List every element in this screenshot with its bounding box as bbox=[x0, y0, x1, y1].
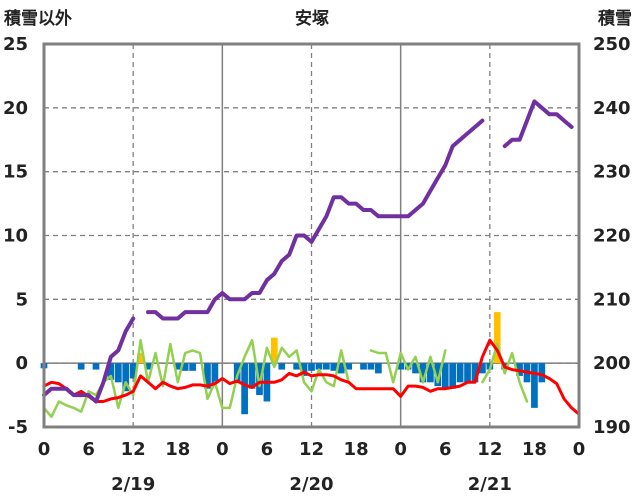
bar bbox=[114, 363, 122, 383]
left-axis-label: 積雪以外 bbox=[4, 8, 72, 29]
bar bbox=[204, 363, 211, 389]
left-tick-label: 20 bbox=[3, 98, 28, 119]
bar bbox=[345, 363, 352, 370]
date-label: 2/19 bbox=[111, 474, 155, 495]
x-tick-label: 18 bbox=[522, 439, 547, 460]
bar bbox=[278, 363, 286, 370]
bar bbox=[479, 363, 486, 374]
bar bbox=[397, 363, 405, 370]
right-tick-label: 230 bbox=[593, 162, 631, 183]
bar bbox=[271, 337, 278, 364]
snow-depth-line bbox=[146, 118, 485, 321]
bar bbox=[211, 363, 219, 384]
date-label: 2/21 bbox=[468, 474, 512, 495]
bar bbox=[330, 363, 338, 371]
bar bbox=[404, 363, 412, 370]
bar bbox=[471, 363, 479, 383]
right-tick-label: 190 bbox=[593, 417, 631, 438]
bar bbox=[427, 363, 434, 383]
x-tick-label: 12 bbox=[477, 439, 502, 460]
green-series-line bbox=[42, 338, 350, 419]
bar bbox=[174, 363, 182, 370]
left-tick-label: 10 bbox=[3, 226, 28, 247]
bar bbox=[308, 363, 315, 371]
left-tick-label: 15 bbox=[3, 162, 28, 183]
green-series-line bbox=[369, 349, 447, 384]
x-tick-label: 0 bbox=[216, 439, 229, 460]
green-series-line bbox=[481, 342, 529, 403]
bar bbox=[531, 363, 538, 408]
date-label: 2/20 bbox=[289, 474, 333, 495]
right-axis-ticks: 190 200 210 220 230 240 250 bbox=[593, 34, 631, 438]
bar bbox=[181, 363, 189, 371]
x-tick-label: 0 bbox=[394, 439, 407, 460]
bar bbox=[293, 363, 300, 370]
bar bbox=[189, 363, 196, 371]
bar bbox=[441, 363, 449, 389]
bar bbox=[412, 363, 419, 374]
bar bbox=[315, 363, 323, 370]
bar bbox=[375, 363, 382, 374]
bar bbox=[77, 363, 85, 370]
left-axis-ticks: -5 0 5 10 15 20 25 bbox=[3, 34, 28, 438]
x-tick-label: 6 bbox=[82, 439, 95, 460]
left-tick-label: 25 bbox=[3, 34, 28, 55]
x-tick-label: 6 bbox=[261, 439, 274, 460]
bar bbox=[92, 363, 100, 370]
bar bbox=[464, 363, 471, 383]
temperature-line bbox=[42, 338, 581, 416]
x-tick-label: 18 bbox=[344, 439, 369, 460]
bar bbox=[456, 363, 464, 383]
bar bbox=[538, 363, 546, 383]
bar bbox=[122, 363, 130, 392]
series-lines bbox=[42, 99, 581, 419]
bar bbox=[493, 312, 501, 364]
bar bbox=[360, 363, 367, 370]
right-tick-label: 200 bbox=[593, 353, 631, 374]
plot-frame bbox=[42, 42, 581, 429]
left-tick-label: 5 bbox=[15, 289, 28, 310]
bar bbox=[449, 363, 457, 389]
x-tick-label: 12 bbox=[299, 439, 324, 460]
bar bbox=[233, 363, 241, 382]
right-tick-label: 210 bbox=[593, 289, 631, 310]
bar bbox=[248, 363, 256, 389]
bar bbox=[300, 363, 308, 376]
x-tick-label: 0 bbox=[38, 439, 51, 460]
bar bbox=[323, 363, 330, 370]
x-axis-ticks: 0 6 12 18 0 6 12 18 0 6 12 18 0 bbox=[38, 439, 586, 460]
bar bbox=[367, 363, 375, 370]
right-tick-label: 250 bbox=[593, 34, 631, 55]
bar bbox=[137, 352, 144, 364]
bar bbox=[337, 363, 345, 374]
x-tick-label: 6 bbox=[439, 439, 452, 460]
right-tick-label: 240 bbox=[593, 98, 631, 119]
bar bbox=[241, 363, 248, 415]
right-axis-label: 積雪 bbox=[598, 8, 632, 29]
x-tick-label: 18 bbox=[165, 439, 190, 460]
right-tick-label: 220 bbox=[593, 226, 631, 247]
bar bbox=[434, 363, 442, 387]
chart-title: 安塚 bbox=[295, 8, 329, 29]
x-tick-label: 0 bbox=[573, 439, 586, 460]
bar bbox=[107, 363, 115, 380]
bar bbox=[144, 363, 152, 370]
bar bbox=[129, 363, 137, 379]
left-tick-label: 0 bbox=[15, 353, 28, 374]
left-tick-label: -5 bbox=[8, 417, 28, 438]
snow-depth-line bbox=[502, 99, 574, 149]
bar bbox=[419, 363, 427, 383]
snow-depth-line bbox=[42, 316, 136, 404]
x-tick-label: 12 bbox=[121, 439, 146, 460]
date-labels: 2/19 2/20 2/21 bbox=[111, 474, 512, 495]
